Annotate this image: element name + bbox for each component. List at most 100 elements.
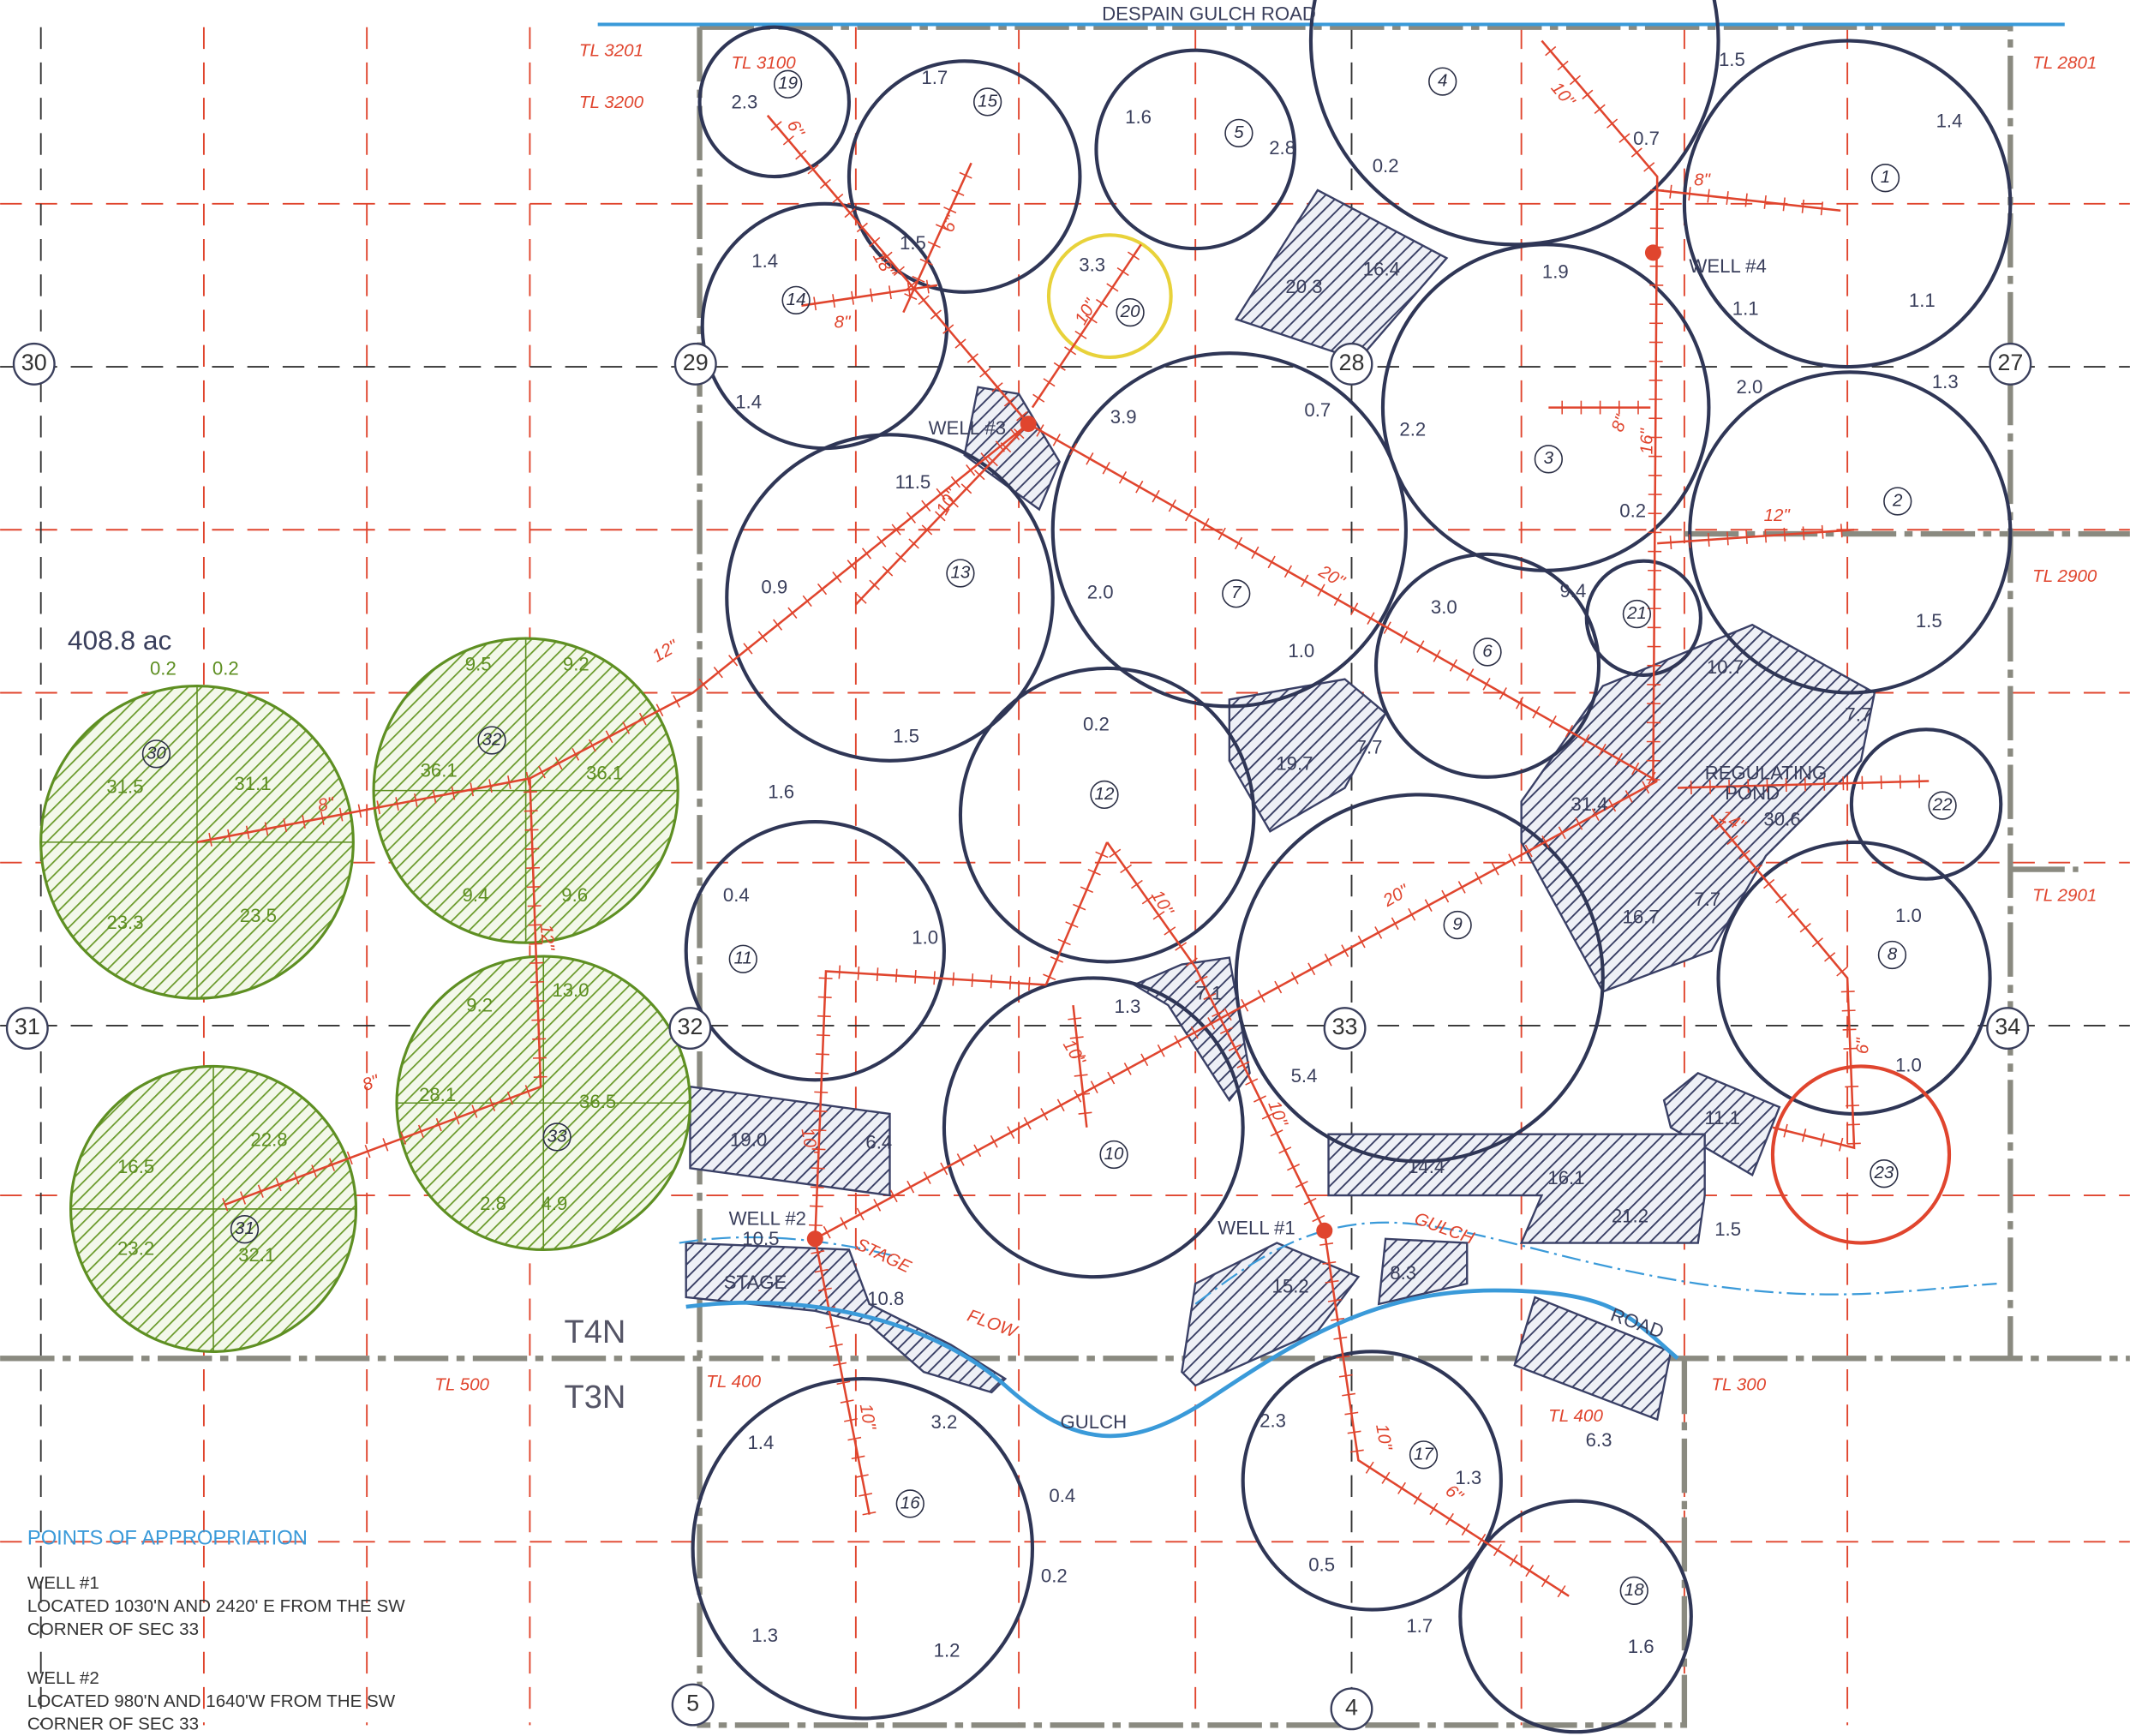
pipe-tick: [1545, 45, 1557, 57]
legend-title: POINTS OF APPROPRIATION: [27, 1526, 308, 1549]
pipe-tick: [1157, 1044, 1165, 1057]
pipe-tick: [488, 779, 493, 793]
pipe-tick: [1333, 593, 1342, 607]
pipe-tick: [622, 721, 631, 734]
pipeline: [1541, 39, 1659, 781]
pipe-tick: [227, 829, 231, 843]
pipe-tick: [1307, 962, 1316, 976]
pipe-tick: [973, 470, 985, 481]
pipe-tick: [1219, 1027, 1233, 1034]
pipe-tick: [817, 996, 832, 998]
pipe-tick: [991, 382, 1003, 392]
pipe-tick: [240, 1191, 247, 1205]
pivot-number: 20: [1120, 302, 1140, 321]
pipe-tick: [1080, 886, 1094, 894]
pipe-tick: [895, 552, 906, 563]
pivot-number: 6: [1482, 641, 1493, 661]
section-number: 31: [15, 1014, 40, 1039]
pipe-tick: [471, 1104, 478, 1118]
acreage: 15.2: [1272, 1276, 1309, 1297]
pipe-tick: [818, 1287, 832, 1292]
acreage: 1.5: [900, 232, 926, 254]
acreage: 20.3: [1285, 276, 1322, 297]
pipe-tick: [526, 866, 541, 870]
hatched-field: [1327, 1133, 1706, 1244]
pipe-tick: [1726, 835, 1738, 846]
pipe-tick: [927, 241, 941, 248]
pipe-tick: [857, 966, 860, 980]
pipe-tick: [414, 793, 418, 807]
pipe-tick: [1152, 489, 1160, 503]
pipe-tick: [1241, 998, 1249, 1012]
hatched-field: [1228, 678, 1387, 833]
pipe-tick: [894, 968, 898, 983]
pivot-badge: [1473, 638, 1502, 667]
pipe-tick: [893, 266, 905, 277]
pipe-tick: [1194, 975, 1208, 984]
pipe-tick: [1802, 526, 1805, 541]
acreage: 8.3: [1390, 1262, 1416, 1284]
pipe-tick: [1582, 733, 1590, 747]
pivot-number: 3: [1544, 448, 1554, 468]
pipe-size: 10": [1372, 1422, 1396, 1452]
pipe-tick: [1424, 899, 1433, 912]
pipe-tick: [1783, 527, 1786, 542]
pipe-tick: [1643, 162, 1655, 172]
legend-line: LOCATED 980'N AND 1640'W FROM THE SW: [27, 1691, 396, 1711]
pivot-circle: [725, 433, 1055, 763]
pipe-tick: [1078, 1111, 1092, 1115]
pipe-tick: [1524, 844, 1533, 858]
pipe-tick: [1836, 967, 1848, 977]
pipe-tick: [417, 1124, 424, 1139]
acreage: 9.2: [563, 654, 589, 675]
pipe-tick: [1251, 546, 1259, 560]
pivot-number: 18: [1624, 1580, 1644, 1600]
pipe-size: 10": [1264, 1098, 1292, 1130]
pipe-tick: [1783, 1123, 1788, 1138]
total-area: 408.8 ac: [68, 625, 172, 655]
pipe-size: 6": [1853, 1037, 1873, 1054]
pipe-size: 10": [1059, 1036, 1090, 1069]
pipe-tick: [1842, 1028, 1857, 1031]
pivot-number: 31: [235, 1218, 254, 1238]
pivot-badge: [230, 1215, 260, 1244]
pipe-tick: [935, 224, 949, 231]
pipe-size: 10": [797, 1127, 821, 1157]
pipe-tick: [990, 1134, 998, 1148]
pipe-tick: [346, 1151, 353, 1165]
pipe-tick: [904, 293, 918, 301]
pipe-tick: [873, 1199, 882, 1212]
pipe-tick: [979, 368, 991, 378]
pipe-tick: [1074, 1089, 1082, 1103]
pipe-tick: [1186, 957, 1198, 967]
pipe-tick: [1074, 1074, 1088, 1077]
pipe-tick: [470, 782, 474, 797]
acreage: 1.7: [921, 67, 948, 88]
acreage: 19.0: [730, 1129, 767, 1151]
pipe-tick: [889, 1189, 898, 1203]
pipe-tick: [1319, 1242, 1334, 1246]
pipe-tick: [1525, 1565, 1535, 1577]
pivot-badge: [1928, 791, 1957, 820]
section-badge: [5, 1007, 49, 1051]
pipe-tick: [1283, 565, 1293, 578]
pivot-number: 32: [482, 729, 502, 749]
acreage: 3.9: [1110, 406, 1137, 428]
pipe-tick: [840, 1217, 848, 1230]
pipe-tick: [1499, 687, 1507, 700]
pivot-circle: [1716, 840, 1992, 1116]
pivot-badge: [1222, 579, 1251, 608]
pipe-tick: [1548, 715, 1557, 728]
pivot-number: 8: [1888, 944, 1898, 964]
pivot-circle: [1458, 1499, 1693, 1734]
acreage: 2.2: [1399, 418, 1426, 440]
pipe-tick: [489, 1098, 496, 1112]
pipe-tick: [1569, 75, 1582, 86]
boundary: [0, 24, 2130, 1728]
tax-lot: TL 3100: [731, 53, 796, 73]
pipe-tick: [888, 285, 892, 300]
pipe-tick: [854, 1474, 869, 1478]
pipeline: [902, 162, 972, 314]
pipe-tick: [1344, 1411, 1359, 1416]
pipe-tick: [524, 1085, 531, 1098]
